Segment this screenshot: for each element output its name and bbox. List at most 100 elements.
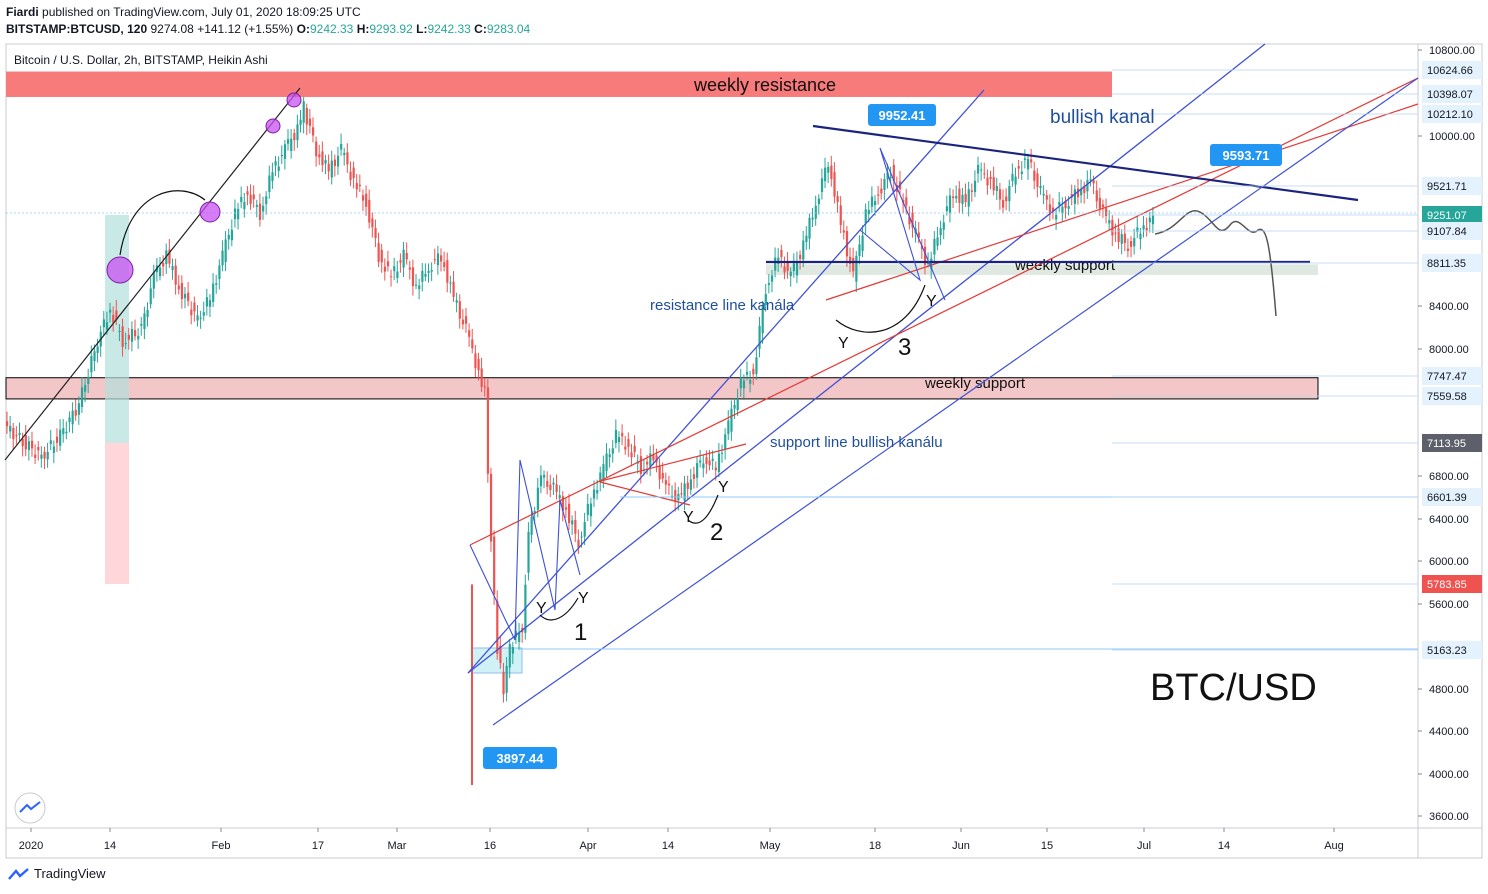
candle-body — [973, 180, 977, 193]
candle-body — [905, 197, 908, 206]
candle-body — [130, 328, 134, 342]
arrow-arc — [835, 284, 926, 333]
candle-body — [330, 160, 333, 178]
candle-body — [1117, 228, 1120, 242]
candle-body — [143, 313, 146, 329]
candle-body — [877, 194, 880, 196]
candle-body — [202, 312, 205, 316]
candle-body — [361, 195, 365, 201]
candle-body — [820, 178, 824, 193]
candle-body — [333, 159, 337, 167]
candle-body — [889, 177, 892, 179]
candle-body — [674, 490, 677, 502]
candle-body — [68, 417, 71, 423]
callout-9952-box — [868, 104, 936, 126]
wedge-lines — [469, 459, 581, 641]
callout-9593-box — [1210, 144, 1282, 166]
candle-body — [446, 260, 449, 283]
candle-body — [399, 260, 402, 263]
symbol-label: BITSTAMP:BTCUSD, 120 — [6, 22, 148, 36]
y-tick-label: 10000.00 — [1429, 131, 1475, 143]
y-tick-label: 4800.00 — [1429, 684, 1469, 696]
author-name[interactable]: Fiardi — [6, 5, 39, 19]
candle-body — [464, 316, 468, 324]
candle-body — [1042, 194, 1045, 196]
candle-body — [527, 531, 530, 573]
candle-body — [315, 141, 318, 157]
candle-body — [62, 428, 65, 435]
candle-body — [221, 250, 224, 266]
candle-body — [255, 204, 258, 207]
candle-body — [305, 107, 308, 125]
y-tick-label: 8000.00 — [1429, 344, 1469, 356]
chart-header: Fiardi published on TradingView.com, Jul… — [6, 4, 530, 37]
weekly-support-zone-label: weekly support — [924, 375, 1026, 392]
candle-body — [436, 253, 440, 266]
candle-body — [564, 507, 568, 510]
candle-body — [986, 177, 989, 186]
candle-body — [842, 230, 845, 233]
wave-y-label: Y — [536, 600, 547, 617]
candle-body — [1108, 220, 1111, 224]
candle-body — [1151, 215, 1155, 225]
candle-body — [140, 323, 143, 326]
candle-body — [215, 283, 218, 285]
candle-body — [237, 208, 240, 220]
high-value: 9293.92 — [369, 22, 413, 36]
candle-body — [686, 482, 689, 489]
candle-body — [596, 490, 599, 494]
candle-body — [71, 410, 74, 425]
price-label-box — [1422, 105, 1482, 123]
tradingview-footer[interactable]: TradingView — [8, 866, 106, 881]
candle-body — [368, 199, 371, 223]
candle-body — [1076, 188, 1080, 198]
candle-body — [649, 453, 652, 467]
candle-body — [814, 205, 817, 219]
candle-body — [90, 356, 93, 373]
candle-body — [689, 479, 692, 490]
candle-body — [536, 487, 539, 510]
x-tick-label: Jul — [1137, 840, 1151, 852]
candle-body — [777, 257, 780, 265]
candle-body — [386, 261, 390, 267]
candle-body — [795, 261, 799, 276]
zone-layer: weekly resistance weekly support weekly su… — [5, 71, 1319, 674]
candle-body — [174, 265, 177, 285]
price-label-box — [1422, 177, 1482, 195]
candle-body — [1148, 217, 1151, 223]
low-value: 9242.33 — [427, 22, 471, 36]
candle-body — [586, 503, 589, 515]
candle-body — [611, 448, 614, 454]
candle-body — [824, 167, 827, 182]
candle-body — [1073, 189, 1077, 204]
candle-body — [989, 176, 992, 179]
channel-support-line — [467, 89, 985, 674]
candle-body — [555, 484, 558, 492]
candle-body — [205, 297, 209, 307]
candle-body — [917, 232, 920, 238]
candle-body — [939, 228, 942, 236]
candle-body — [724, 434, 727, 450]
candle-body — [770, 275, 774, 282]
candle-body — [1008, 185, 1011, 202]
candle-body — [546, 480, 549, 487]
candle-body — [908, 216, 911, 225]
candle-body — [262, 205, 265, 212]
candle-body — [461, 319, 465, 325]
candle-body — [109, 309, 112, 313]
candle-body — [1017, 166, 1020, 169]
candle-body — [1002, 199, 1005, 208]
price-label: 9107.84 — [1427, 226, 1467, 238]
candle-body — [1020, 171, 1023, 175]
channel-upper-line-outer — [467, 43, 1266, 674]
candle-body — [539, 475, 543, 487]
candle-body — [930, 258, 933, 269]
candle-body — [630, 452, 633, 458]
candle-body — [1045, 195, 1048, 200]
candle-body — [43, 451, 46, 459]
candle-body — [714, 467, 717, 471]
candle-body — [471, 339, 474, 349]
candle-body — [336, 155, 340, 167]
candle-body — [1080, 188, 1083, 196]
